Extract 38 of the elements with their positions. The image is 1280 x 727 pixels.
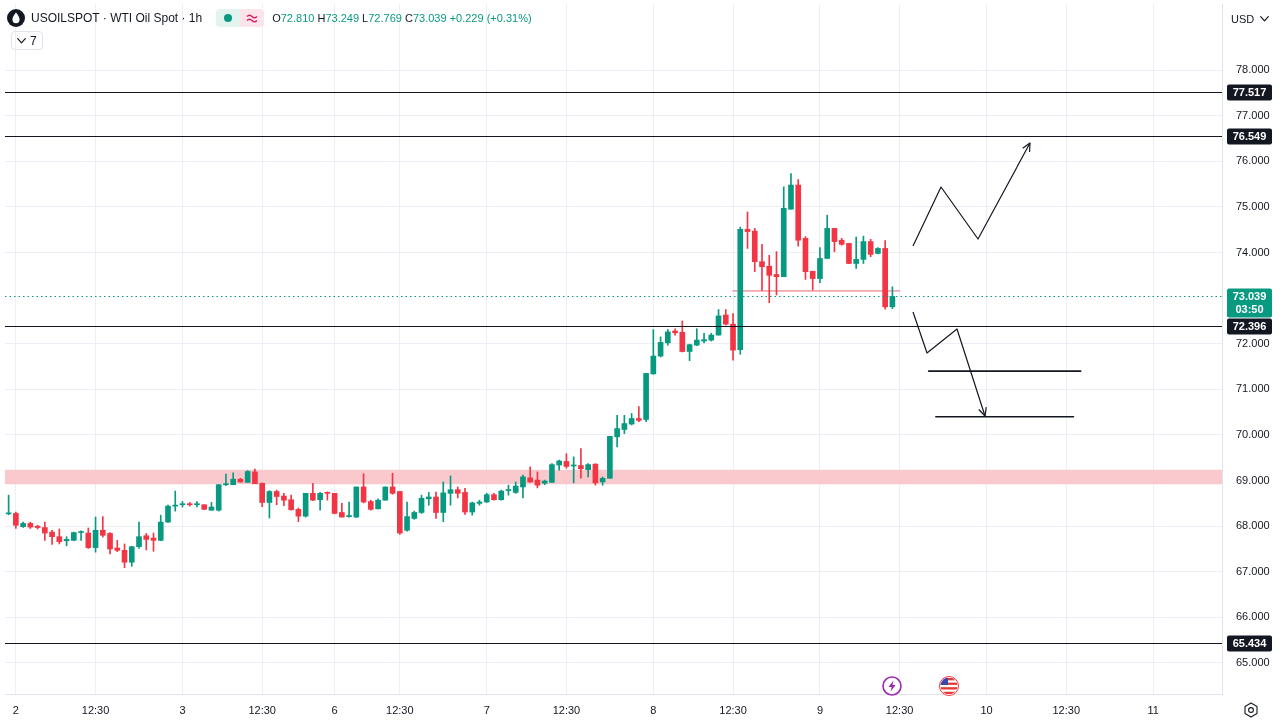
y-tick-label: 72.000 bbox=[1236, 336, 1270, 349]
ref-line-label: 65.434 bbox=[1232, 637, 1268, 650]
y-tick-label: 75.000 bbox=[1236, 199, 1270, 212]
x-tick-label: 12:30 bbox=[1052, 703, 1081, 716]
x-tick-label: 12:30 bbox=[719, 703, 747, 716]
x-tick-label: 9 bbox=[816, 703, 824, 716]
ref-line-label: 77.517 bbox=[1232, 86, 1267, 99]
y-tick-label: 67.000 bbox=[1236, 564, 1270, 577]
x-tick-label: 6 bbox=[331, 703, 338, 716]
y-tick-label: 65.000 bbox=[1236, 656, 1270, 669]
y-axis-title: USD bbox=[1231, 13, 1255, 25]
y-tick-label: 71.000 bbox=[1236, 382, 1270, 395]
x-tick-label: 12:30 bbox=[248, 703, 276, 716]
x-tick-label: 8 bbox=[650, 703, 657, 716]
x-tick-label: 12:30 bbox=[552, 703, 581, 716]
y-tick-label: 76.000 bbox=[1236, 154, 1270, 167]
y-tick-label: 70.000 bbox=[1236, 428, 1270, 440]
text: O72.810 H73.249 L72.769 C73.039 +0.229 (+0.31%) bbox=[272, 12, 532, 24]
x-tick-label: 12:30 bbox=[81, 703, 110, 716]
y-tick-label: 77.000 bbox=[1236, 108, 1270, 121]
x-tick-label: 3 bbox=[179, 703, 186, 716]
x-tick-label: 10 bbox=[980, 703, 993, 716]
ref-line-label: 72.396 bbox=[1232, 320, 1267, 333]
y-tick-label: 74.000 bbox=[1236, 245, 1270, 258]
x-tick-label: 7 bbox=[483, 703, 490, 716]
y-tick-label: 66.000 bbox=[1236, 610, 1270, 623]
x-tick-label: 2 bbox=[12, 703, 19, 716]
ref-line-label: 76.549 bbox=[1232, 130, 1267, 143]
x-tick-label: 12:30 bbox=[885, 703, 914, 716]
x-tick-label: 12:30 bbox=[386, 703, 414, 716]
x-tick-label: 11 bbox=[1147, 703, 1159, 716]
y-tick-label: 78.000 bbox=[1236, 63, 1270, 76]
y-tick-label: 69.000 bbox=[1236, 473, 1270, 486]
dropdown-button: 7 bbox=[11, 31, 43, 50]
text: USOILSPOT · WTI Oil Spot · 1h bbox=[31, 11, 203, 25]
ref-line-label: 73.039 03:50 bbox=[1232, 290, 1267, 316]
annotation: 7 bbox=[30, 33, 37, 48]
y-tick-label: 68.000 bbox=[1236, 519, 1270, 532]
